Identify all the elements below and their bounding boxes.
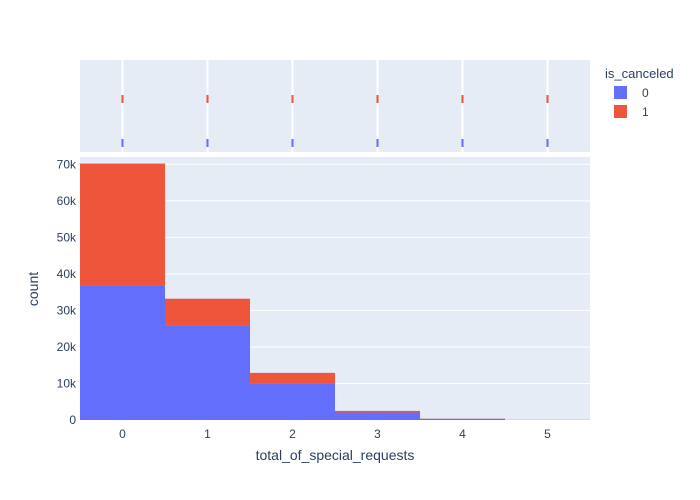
y-tick-label: 40k	[57, 267, 77, 281]
bar-series-0-0[interactable]	[80, 285, 165, 420]
y-tick-labels: 0 10k 20k 30k 40k 50k 60k 70k	[57, 157, 77, 427]
y-axis-title: count	[25, 272, 41, 306]
y-tick-label: 10k	[57, 376, 77, 390]
x-axis-title: total_of_special_requests	[256, 447, 415, 463]
x-tick-label: 0	[119, 427, 126, 441]
x-tick-label: 2	[289, 427, 296, 441]
y-tick-label: 0	[69, 413, 76, 427]
legend-label-1: 1	[642, 105, 649, 119]
bar-series-0-4[interactable]	[420, 418, 505, 420]
legend-title: is_canceled	[605, 66, 674, 81]
rug-plot-area	[80, 60, 590, 152]
y-tick-label: 70k	[57, 157, 77, 171]
legend-swatch-1	[614, 105, 627, 118]
bar-series-1-2[interactable]	[250, 372, 335, 384]
x-tick-label: 5	[544, 427, 551, 441]
bar-series-0-2[interactable]	[250, 383, 335, 420]
legend-swatch-0	[614, 86, 627, 99]
legend-item-1[interactable]: 1	[614, 105, 649, 119]
legend-item-0[interactable]: 0	[614, 86, 649, 100]
x-tick-label: 3	[374, 427, 381, 441]
legend-label-0: 0	[642, 86, 649, 100]
bar-series-0-1[interactable]	[165, 325, 250, 420]
x-tick-label: 4	[459, 427, 466, 441]
rug-marks	[121, 60, 549, 152]
x-tick-labels: 0 1 2 3 4 5	[119, 427, 551, 441]
bar-series-1-1[interactable]	[165, 298, 250, 326]
bar-series-0-3[interactable]	[335, 412, 420, 420]
y-tick-label: 20k	[57, 340, 77, 354]
bars	[80, 163, 590, 420]
legend[interactable]: is_canceled 0 1	[605, 66, 674, 119]
x-tick-label: 1	[204, 427, 211, 441]
y-tick-label: 60k	[57, 194, 77, 208]
bar-series-1-0[interactable]	[80, 163, 165, 286]
bar-series-1-3[interactable]	[335, 410, 420, 413]
y-tick-label: 30k	[57, 303, 77, 317]
y-tick-label: 50k	[57, 230, 77, 244]
